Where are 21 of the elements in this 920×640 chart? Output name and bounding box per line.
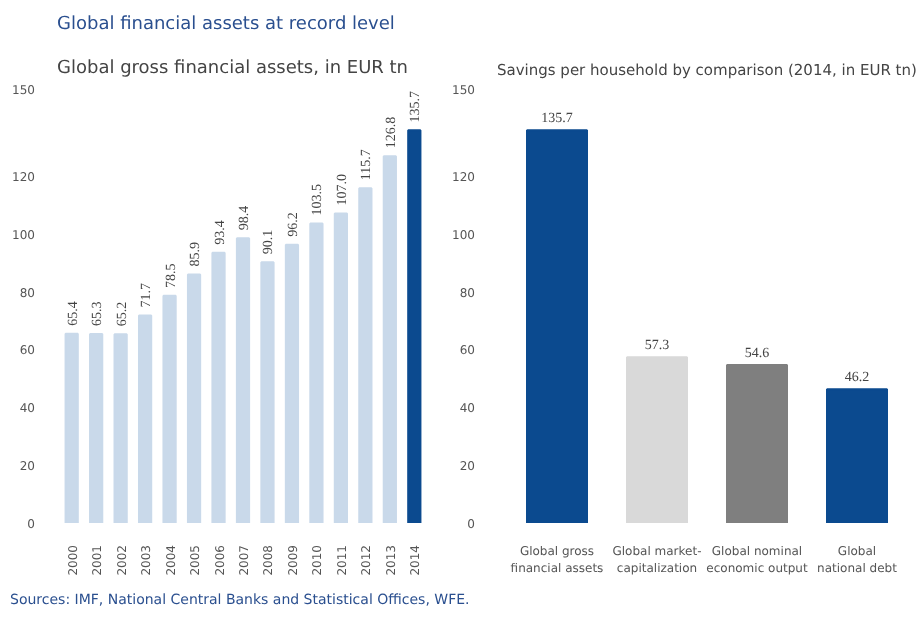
bar — [137, 314, 153, 523]
bar — [333, 212, 349, 523]
bar — [826, 388, 888, 523]
bar — [113, 333, 128, 523]
bar — [626, 356, 688, 523]
bar — [64, 332, 79, 523]
bar — [526, 129, 588, 523]
bar — [162, 294, 177, 523]
bar — [726, 364, 788, 523]
bar — [235, 237, 251, 523]
bar — [211, 251, 226, 523]
bar — [186, 273, 202, 523]
bar — [358, 187, 373, 523]
bar — [89, 333, 104, 523]
bar — [309, 222, 324, 523]
chart-subtitle: Global gross financial assets, in EUR tn — [57, 59, 409, 79]
chart-title: Global financial assets at record level — [57, 15, 395, 35]
bar — [284, 243, 300, 523]
bar — [382, 155, 397, 523]
bar — [260, 261, 275, 523]
bar — [407, 129, 422, 523]
